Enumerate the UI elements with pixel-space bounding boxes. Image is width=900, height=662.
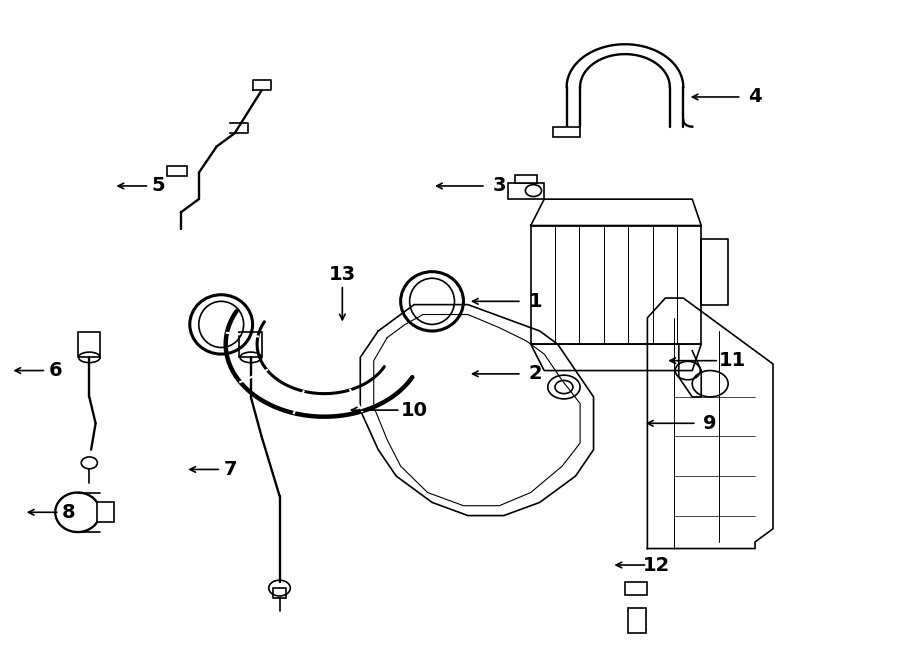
Text: 7: 7 (223, 460, 237, 479)
Bar (625, 581, 647, 594)
Bar (627, 608, 645, 633)
Bar (274, 588, 286, 598)
Text: 1: 1 (528, 292, 542, 311)
Text: 12: 12 (643, 555, 670, 575)
Bar (554, 126, 580, 136)
Bar (239, 332, 262, 357)
Text: 4: 4 (748, 87, 762, 107)
Text: 13: 13 (328, 265, 356, 285)
Text: 8: 8 (62, 502, 76, 522)
Bar (77, 332, 100, 357)
Text: 5: 5 (151, 177, 166, 195)
Text: 10: 10 (400, 401, 428, 420)
Bar (508, 183, 544, 199)
Bar (167, 166, 187, 176)
Bar (515, 175, 537, 183)
FancyBboxPatch shape (531, 226, 701, 344)
Bar (97, 502, 113, 522)
Text: 2: 2 (528, 364, 542, 383)
Text: 6: 6 (49, 361, 62, 380)
Text: 11: 11 (719, 351, 746, 370)
Text: 9: 9 (704, 414, 717, 433)
Text: 3: 3 (492, 177, 506, 195)
